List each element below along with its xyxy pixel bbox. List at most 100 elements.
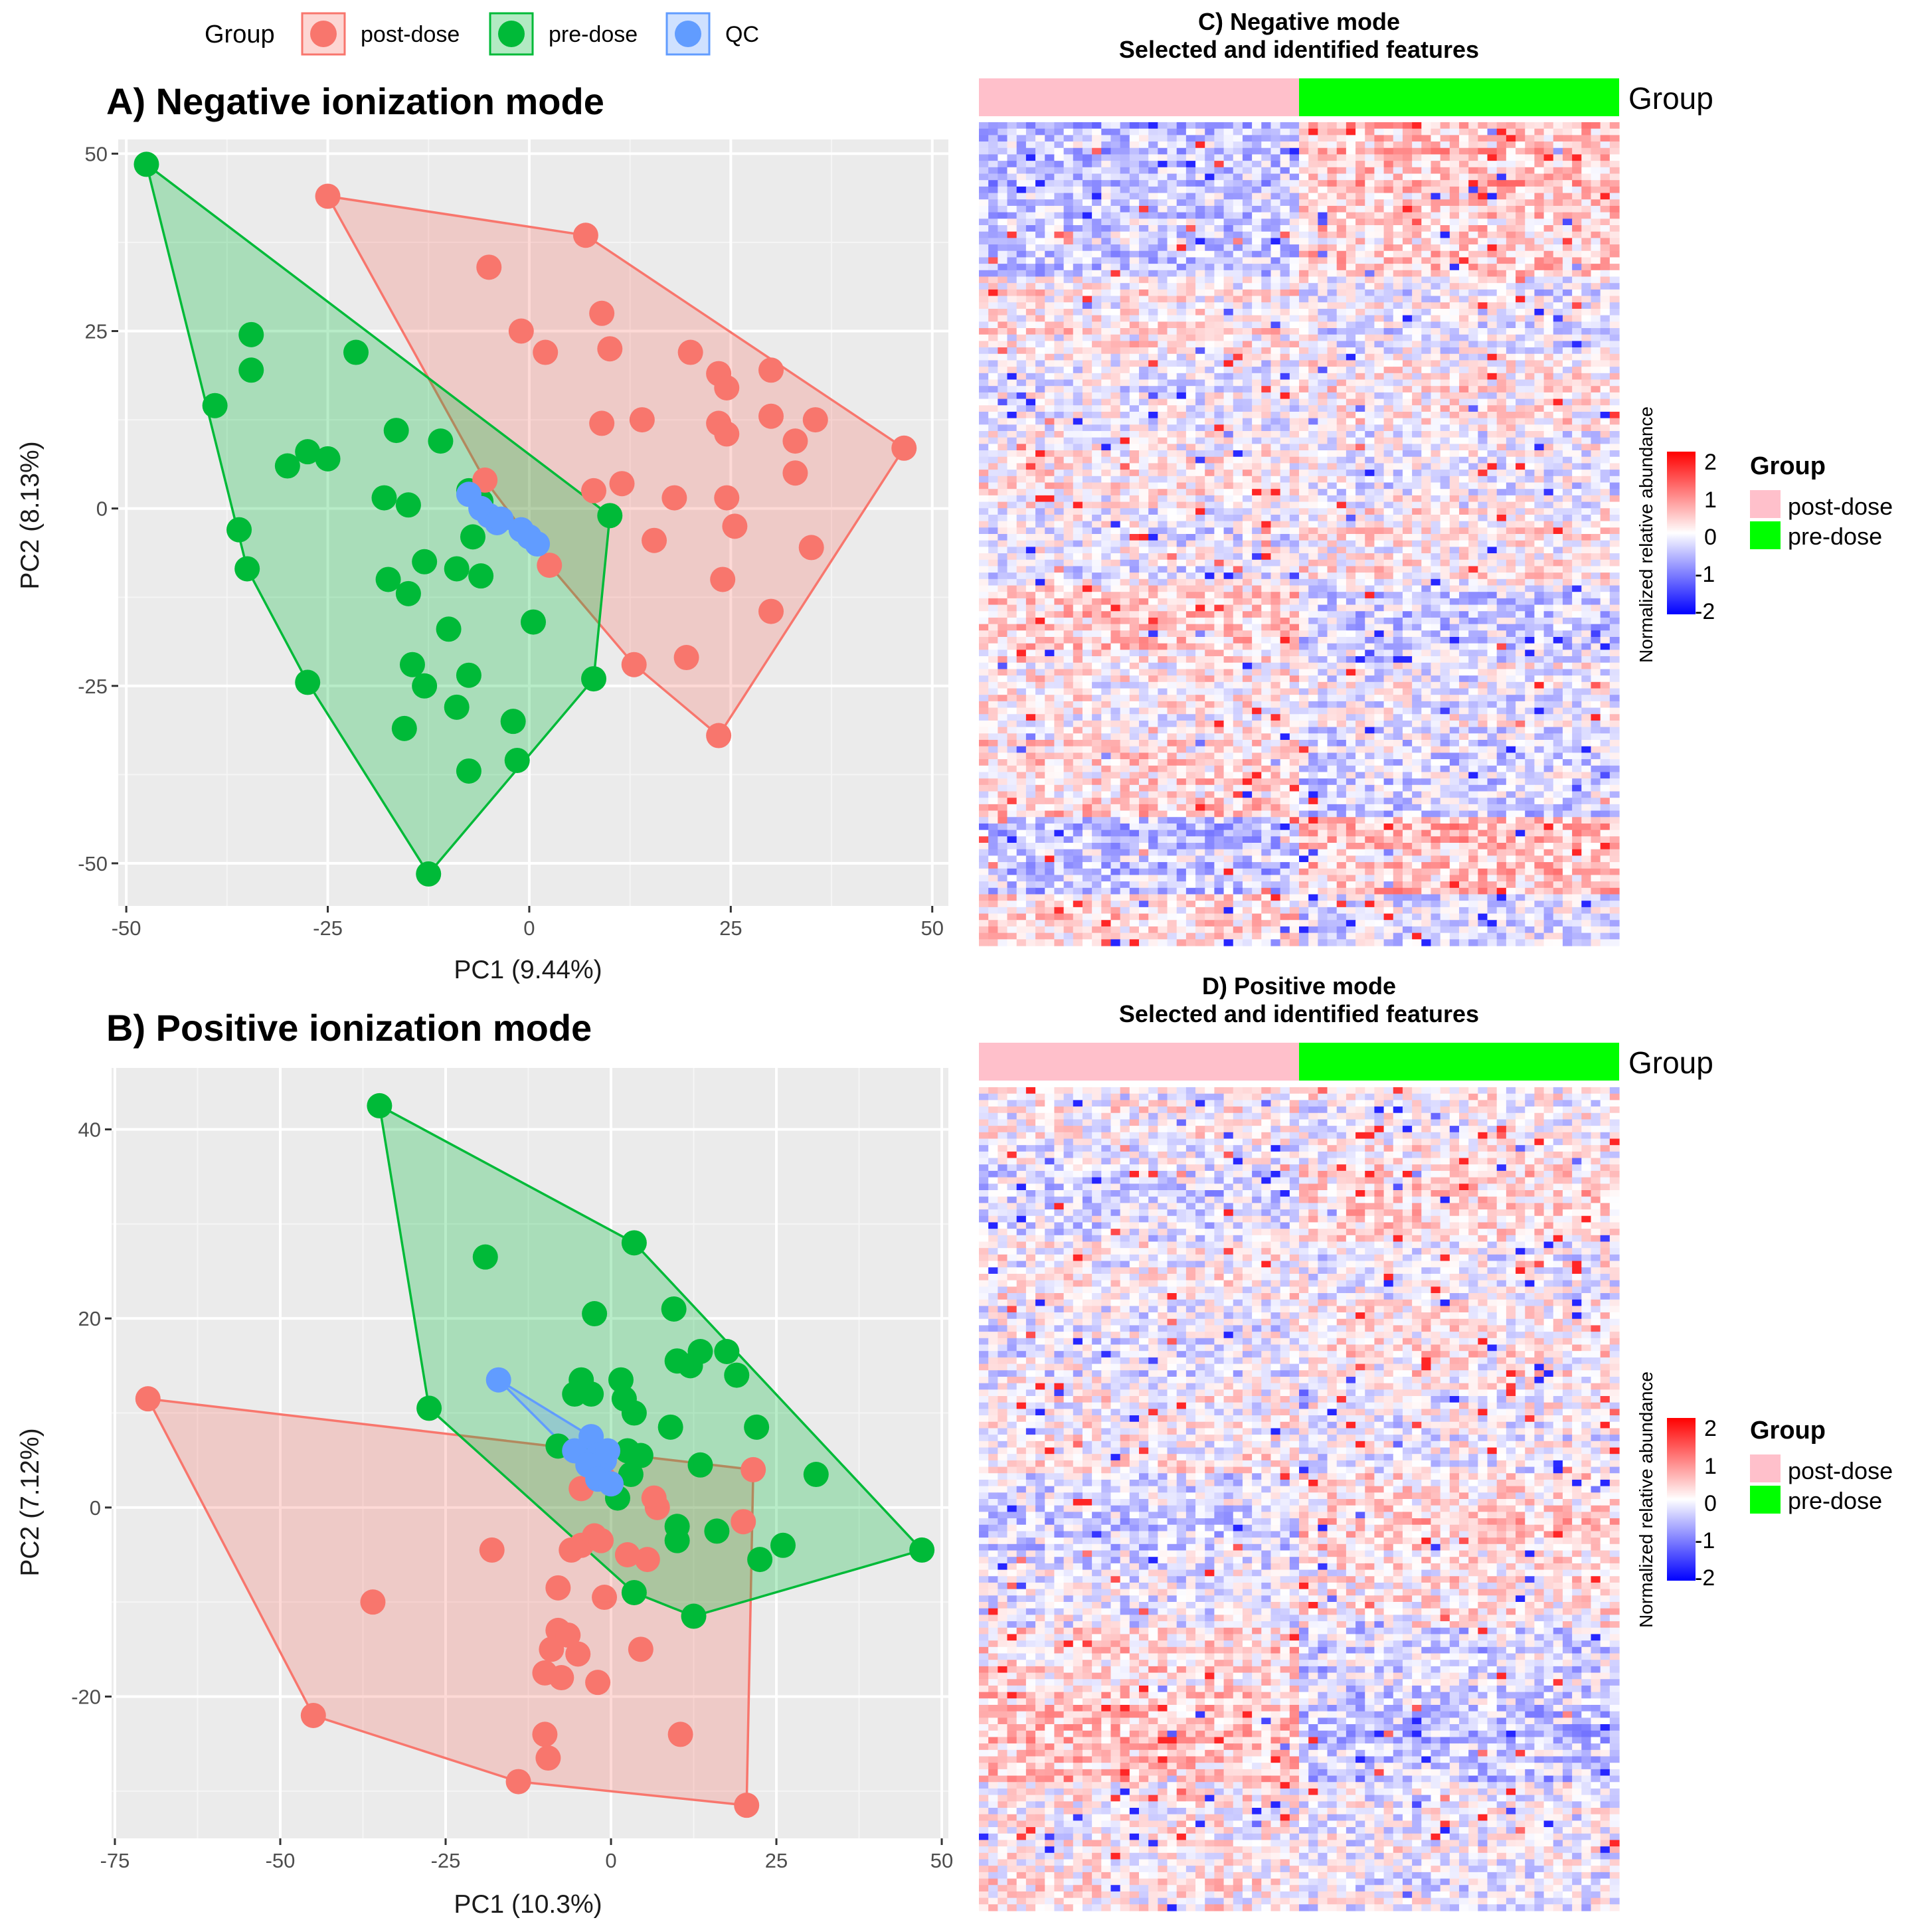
heatmap-cell — [1543, 367, 1554, 374]
heatmap-cell — [979, 122, 989, 130]
heatmap-cell — [1478, 276, 1488, 284]
heatmap-cell — [1252, 186, 1262, 194]
heatmap-cell — [1120, 302, 1130, 309]
heatmap-cell — [1223, 501, 1234, 509]
heatmap-cell — [1355, 463, 1365, 470]
heatmap-cell — [1139, 418, 1149, 425]
heatmap-cell — [1016, 450, 1027, 458]
heatmap-cell — [1054, 540, 1065, 547]
heatmap-cell — [1261, 347, 1272, 355]
heatmap-cell — [1534, 547, 1545, 554]
heatmap-cell — [1101, 411, 1112, 419]
heatmap-cell — [1148, 308, 1158, 316]
heatmap-cell — [1082, 353, 1092, 361]
heatmap-cell — [1082, 508, 1092, 515]
heatmap-cell — [1045, 437, 1055, 444]
heatmap-cell — [1562, 167, 1573, 175]
heatmap-cell — [1525, 437, 1535, 444]
heatmap-cell — [1007, 495, 1017, 503]
heatmap-cell — [1402, 540, 1413, 547]
heatmap-cell — [1252, 405, 1262, 412]
heatmap-cell — [1176, 437, 1187, 444]
heatmap-cell — [1581, 360, 1592, 367]
legend-label-pre-dose: pre-dose — [549, 22, 638, 47]
heatmap-cell — [1336, 341, 1347, 348]
heatmap-cell — [1516, 167, 1526, 175]
heatmap-cell — [1110, 321, 1121, 329]
heatmap-cell — [1185, 418, 1196, 425]
heatmap-cell — [1516, 501, 1526, 509]
heatmap-cell — [1308, 270, 1318, 278]
heatmap-cell — [1393, 173, 1403, 181]
heatmap-cell — [1609, 167, 1620, 175]
heatmap-cell — [1110, 437, 1121, 444]
heatmap-cell — [1025, 141, 1036, 149]
heatmap-cell — [1073, 431, 1083, 438]
heatmap-cell — [1591, 386, 1601, 393]
panel-b-point-post-dose — [479, 1537, 505, 1563]
heatmap-cell — [1562, 205, 1573, 213]
heatmap-cell — [1195, 154, 1205, 161]
heatmap-cell — [1525, 225, 1535, 232]
heatmap-cell — [1120, 276, 1130, 284]
heatmap-cell — [1516, 238, 1526, 245]
heatmap-cell — [1402, 167, 1413, 175]
heatmap-cell — [1496, 482, 1507, 489]
heatmap-cell — [1110, 341, 1121, 348]
heatmap-cell — [1440, 431, 1450, 438]
heatmap-cell — [1374, 392, 1385, 400]
heatmap-cell — [1073, 418, 1083, 425]
heatmap-cell — [1073, 514, 1083, 522]
heatmap-cell — [1543, 180, 1554, 187]
heatmap-cell — [1148, 386, 1158, 393]
heatmap-cell — [1139, 147, 1149, 155]
heatmap-cell — [1412, 328, 1422, 335]
heatmap-cell — [1421, 296, 1432, 303]
heatmap-cell — [1214, 173, 1225, 181]
heatmap-cell — [1063, 302, 1074, 309]
heatmap-cell — [1185, 424, 1196, 432]
heatmap-cell — [1223, 289, 1234, 297]
heatmap-cell — [1139, 450, 1149, 458]
heatmap-cell — [1214, 167, 1225, 175]
heatmap-cell — [1082, 360, 1092, 367]
heatmap-cell — [1120, 373, 1130, 381]
heatmap-cell — [1016, 173, 1027, 181]
heatmap-cell — [1581, 128, 1592, 135]
heatmap-cell — [1562, 514, 1573, 522]
heatmap-cell — [1185, 186, 1196, 194]
heatmap-cell — [1092, 244, 1102, 252]
heatmap-cell — [1365, 353, 1375, 361]
heatmap-cell — [1223, 180, 1234, 187]
heatmap-cell — [1025, 328, 1036, 335]
heatmap-cell — [1035, 225, 1045, 232]
heatmap-cell — [1346, 405, 1356, 412]
heatmap-cell — [1299, 398, 1309, 406]
heatmap-cell — [1318, 321, 1328, 329]
heatmap-cell — [1214, 264, 1225, 271]
heatmap-cell — [1431, 456, 1441, 464]
heatmap-cell — [1572, 212, 1582, 219]
heatmap-cell — [1402, 257, 1413, 264]
heatmap-cell — [1299, 167, 1309, 175]
heatmap-cell — [1346, 367, 1356, 374]
heatmap-cell — [1581, 521, 1592, 528]
heatmap-cell — [1478, 553, 1488, 561]
heatmap-cell — [1054, 186, 1065, 194]
heatmap-cell — [1365, 386, 1375, 393]
heatmap-cell — [1101, 489, 1112, 496]
heatmap-cell — [1581, 315, 1592, 322]
heatmap-cell — [1233, 495, 1243, 503]
heatmap-cell — [1158, 495, 1168, 503]
heatmap-cell — [1581, 161, 1592, 168]
heatmap-cell — [1299, 122, 1309, 130]
heatmap-cell — [1459, 418, 1469, 425]
heatmap-cell — [1214, 296, 1225, 303]
panel-b-point-pre-dose — [657, 1414, 683, 1440]
heatmap-cell — [1148, 147, 1158, 155]
heatmap-cell — [1393, 386, 1403, 393]
heatmap-cell — [1016, 180, 1027, 187]
heatmap-cell — [1327, 180, 1338, 187]
heatmap-cell — [1139, 205, 1149, 213]
heatmap-cell — [998, 283, 1008, 290]
